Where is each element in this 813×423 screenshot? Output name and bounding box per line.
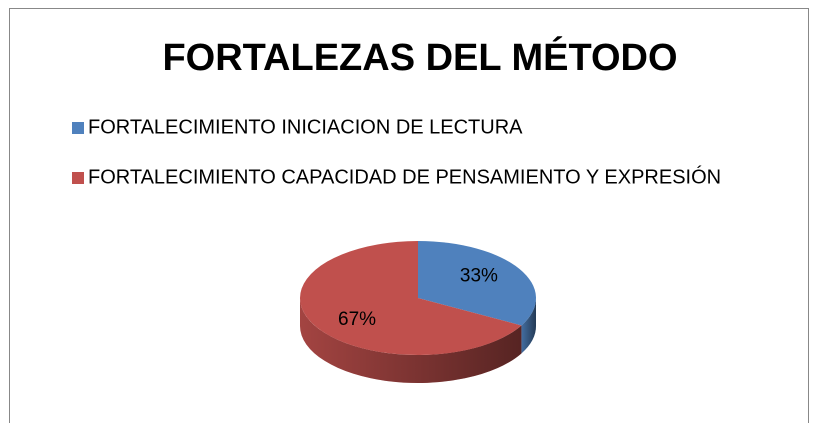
pie-slice (299, 240, 522, 355)
data-label: 67% (338, 309, 376, 330)
pie-side-shade (300, 298, 522, 383)
pie-slice (418, 241, 536, 326)
chart-title: FORTALEZAS DEL MÉTODO (162, 35, 677, 79)
legend-swatch (72, 172, 84, 184)
legend-label: FORTALECIMIENTO INICIACION DE LECTURA (88, 116, 523, 138)
legend-label: FORTALECIMIENTO CAPACIDAD DE PENSAMIENTO… (88, 165, 721, 188)
pie-side-shade (521, 298, 536, 354)
chart-border (9, 8, 809, 423)
data-label: 33% (460, 265, 498, 286)
legend-swatch (72, 122, 84, 134)
